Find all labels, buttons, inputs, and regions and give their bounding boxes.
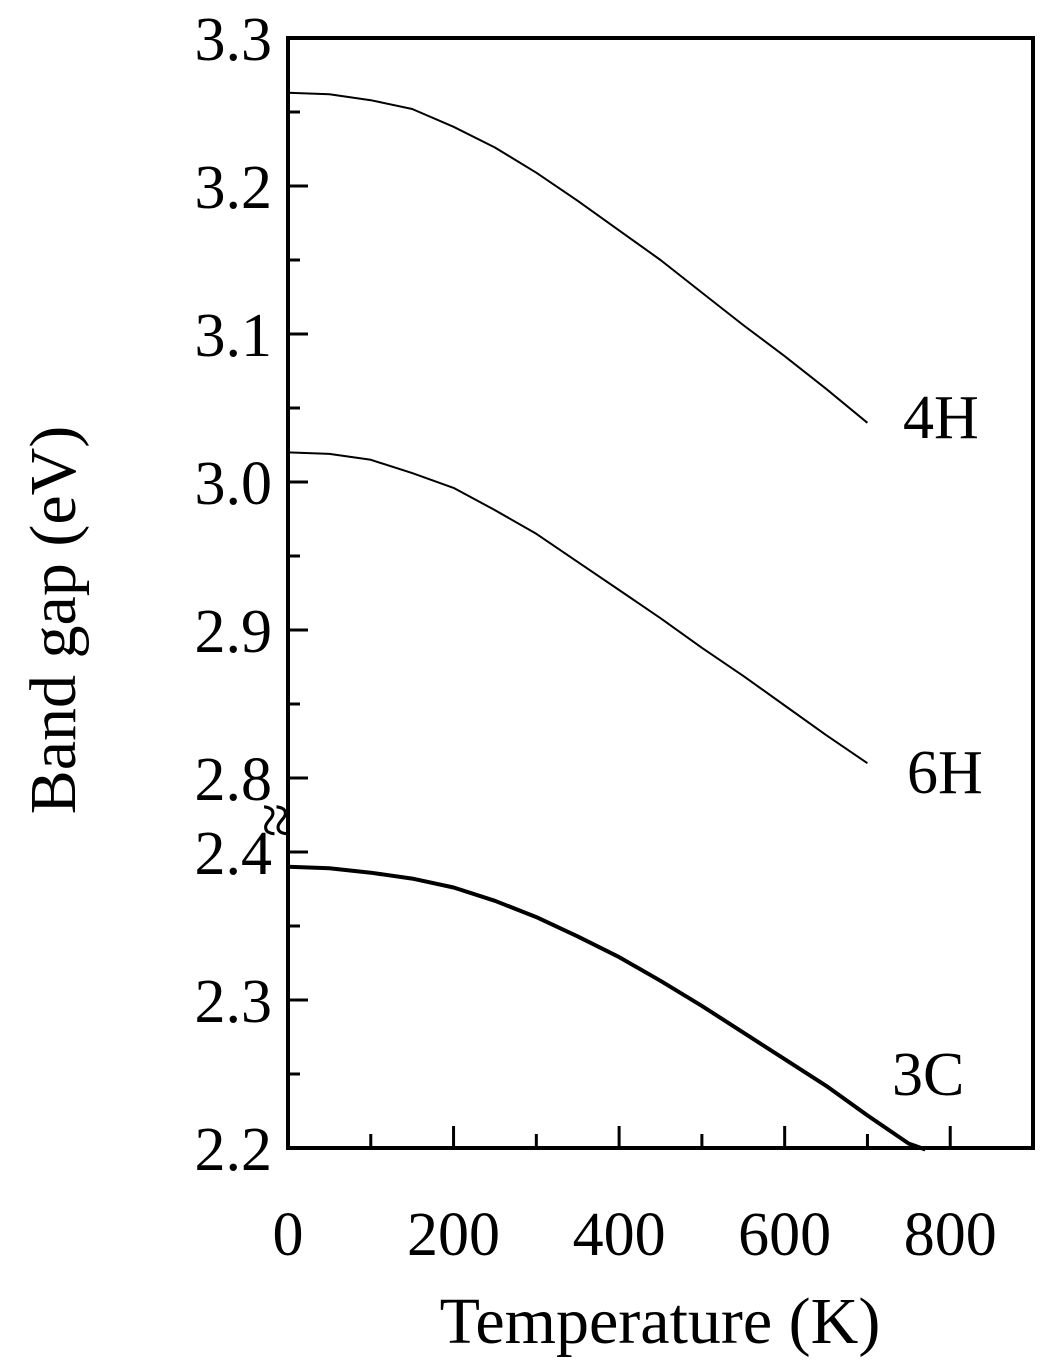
x-tick-label: 800 <box>904 1201 997 1269</box>
y-tick-label: 2.2 <box>195 1116 273 1184</box>
y-tick-label: 3.3 <box>195 6 273 74</box>
y-tick-label: 2.9 <box>195 598 273 666</box>
y-tick-label: 3.2 <box>195 154 273 222</box>
series-line-3c <box>287 864 927 1152</box>
series-curves <box>287 91 927 1152</box>
series-label-4h: 4H <box>903 384 979 452</box>
axis-break-mark: ≈ <box>242 803 310 837</box>
y-tick-labels-lower: 2.2 2.3 2.4 <box>195 820 273 1184</box>
y-tick-label: 2.3 <box>195 968 273 1036</box>
y-tick-label: 2.4 <box>195 820 273 888</box>
x-tick-labels: 0 200 400 600 800 <box>273 1201 997 1269</box>
plot-frame <box>286 36 1035 1150</box>
y-tick-label: 2.8 <box>195 746 273 814</box>
series-labels: 4H 6H 3C <box>892 384 983 1109</box>
y-axis-title: Band gap (eV) <box>17 426 90 815</box>
x-tick-label: 0 <box>273 1201 304 1269</box>
x-tick-label: 600 <box>738 1201 831 1269</box>
x-tick-label: 400 <box>573 1201 666 1269</box>
series-line-6h <box>287 451 868 765</box>
axis-ticks <box>288 110 952 1148</box>
y-tick-label: 3.1 <box>195 302 273 370</box>
series-line-4h <box>287 91 869 424</box>
series-label-6h: 6H <box>907 739 983 807</box>
series-label-3c: 3C <box>892 1041 964 1109</box>
x-tick-label: 200 <box>407 1201 500 1269</box>
y-tick-label: 3.0 <box>195 450 273 518</box>
y-tick-labels-upper: 2.8 2.9 3.0 3.1 3.2 3.3 <box>195 6 273 814</box>
x-axis-title: Temperature (K) <box>440 1285 881 1358</box>
